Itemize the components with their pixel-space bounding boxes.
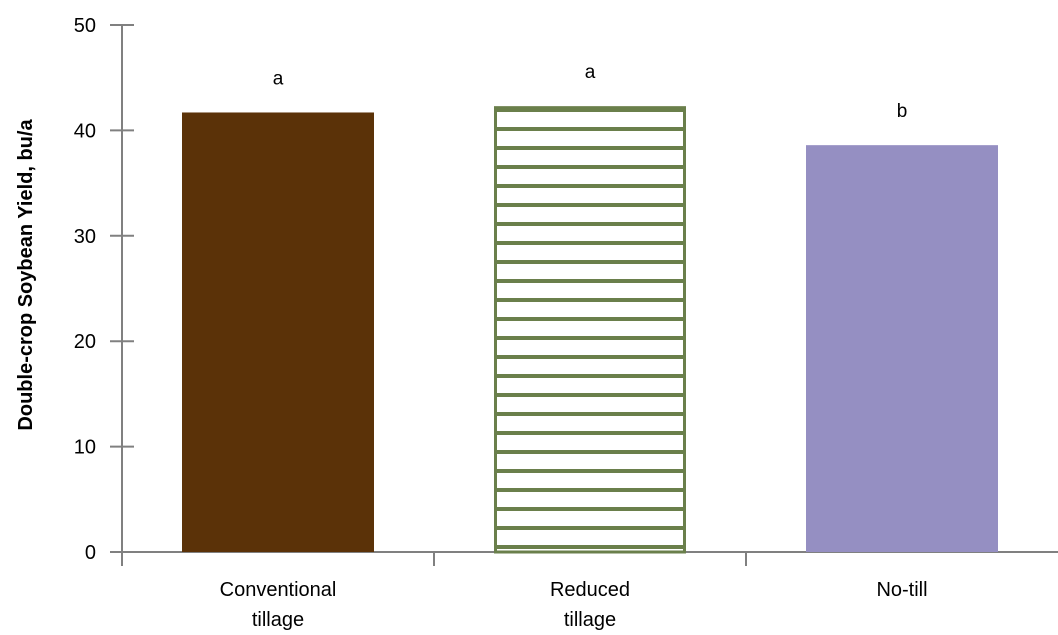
x-tick-label-line: tillage xyxy=(252,609,304,631)
y-tick-label: 20 xyxy=(74,331,96,353)
x-tick-label-line: No-till xyxy=(876,579,927,601)
labels: 0 10 20 30 40 50 a Conventional tillage a Reduced t… xyxy=(74,15,928,631)
x-tick-label: Conventional tillage xyxy=(220,579,337,631)
bar-no-till xyxy=(806,145,998,552)
y-tick-label: 40 xyxy=(74,120,96,142)
y-tick-label: 10 xyxy=(74,437,96,459)
x-tick-label: No-till xyxy=(876,579,927,601)
x-tick-label: Reduced tillage xyxy=(550,579,630,631)
y-tick-label: 30 xyxy=(74,226,96,248)
significance-label: a xyxy=(273,68,284,89)
significance-label: a xyxy=(585,62,596,83)
y-tick-label: 0 xyxy=(85,542,96,564)
bar-conventional-tillage xyxy=(182,112,374,553)
y-axis-label: Double-crop Soybean Yield, bu/a xyxy=(15,119,37,431)
bars xyxy=(182,106,998,554)
x-tick-label-line: Reduced xyxy=(550,579,630,601)
y-tick-label: 50 xyxy=(74,15,96,37)
bar-reduced-tillage xyxy=(494,106,686,554)
x-tick-label-line: Conventional xyxy=(220,579,337,601)
x-tick-label-line: tillage xyxy=(564,609,616,631)
significance-label: b xyxy=(897,101,908,122)
